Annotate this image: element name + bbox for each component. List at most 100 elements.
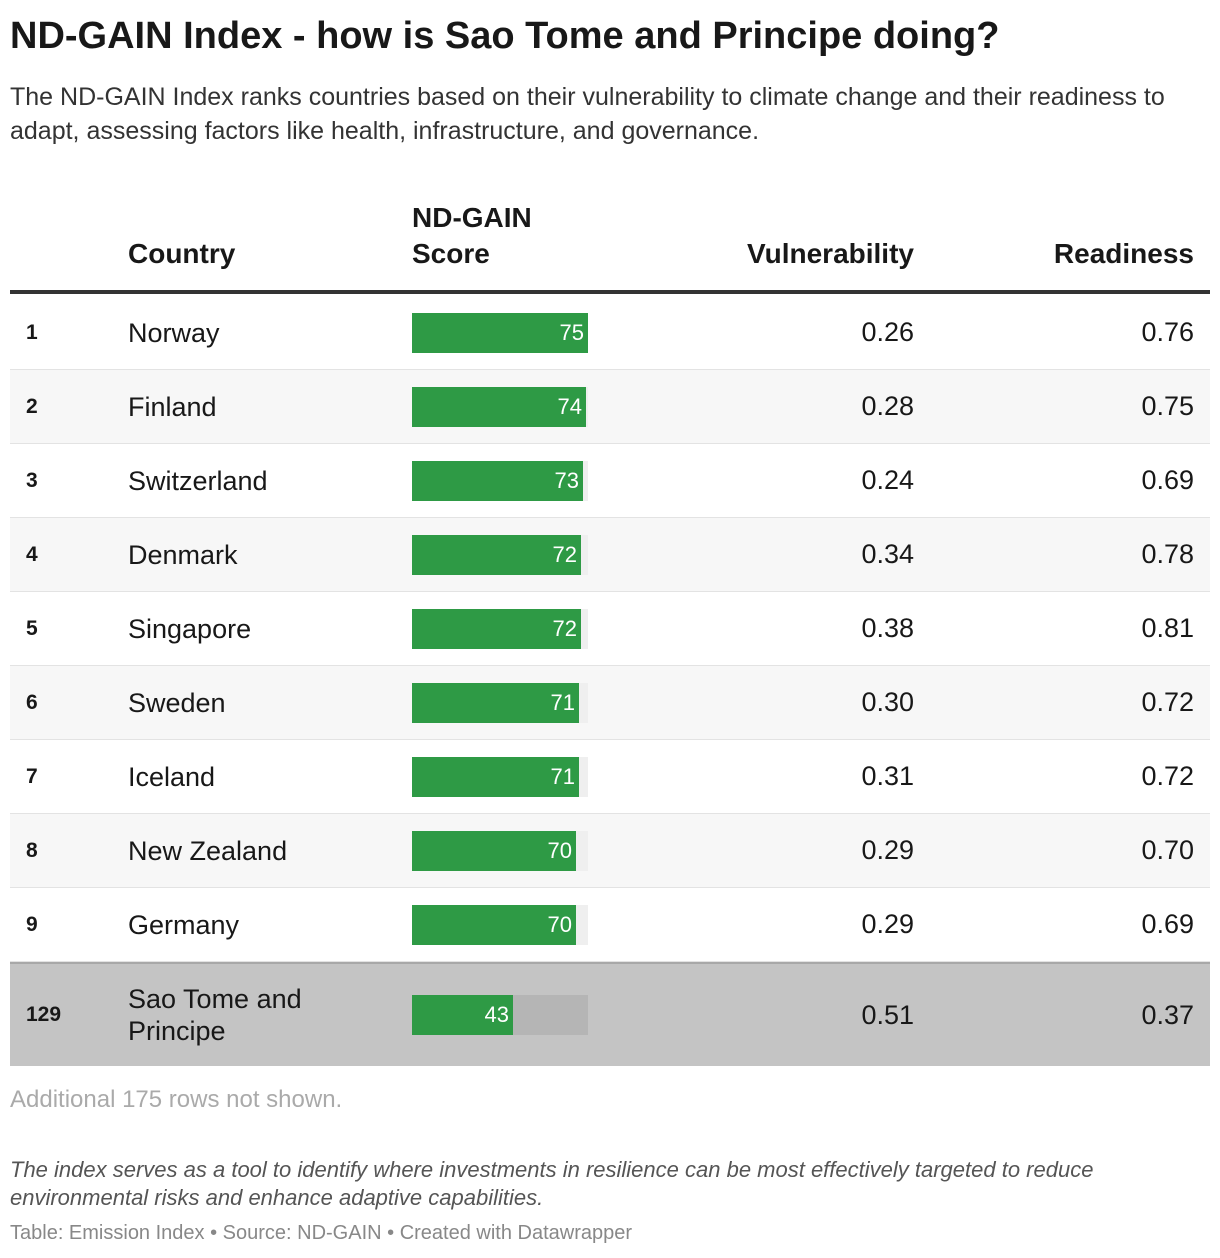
score-bar-track: 70 bbox=[412, 830, 588, 871]
score-bar-track: 73 bbox=[412, 460, 588, 501]
readiness-cell: 0.78 bbox=[1141, 539, 1194, 569]
readiness-cell: 0.75 bbox=[1141, 391, 1194, 421]
readiness-cell: 0.72 bbox=[1141, 687, 1194, 717]
table-header: Country ND-GAIN Score Vulnerability Read… bbox=[10, 190, 1210, 294]
vulnerability-cell: 0.26 bbox=[861, 317, 914, 347]
country-cell: Sao Tome and Principe bbox=[128, 984, 302, 1046]
column-header-readiness[interactable]: Readiness bbox=[1053, 238, 1194, 269]
rank-cell: 1 bbox=[26, 320, 38, 344]
readiness-cell: 0.69 bbox=[1141, 909, 1194, 939]
rank-cell: 6 bbox=[26, 690, 38, 714]
table-body: 1 Norway 75 0.26 0.76 2 Finland 74 0.28 0.75 3 Swit… bbox=[10, 296, 1210, 1066]
vulnerability-cell: 0.29 bbox=[861, 909, 914, 939]
vulnerability-cell: 0.28 bbox=[861, 391, 914, 421]
rank-cell: 2 bbox=[26, 394, 38, 418]
readiness-cell: 0.37 bbox=[1141, 999, 1194, 1030]
score-label: 73 bbox=[554, 467, 579, 493]
vulnerability-cell: 0.31 bbox=[861, 761, 914, 791]
score-bar-cell: 70 bbox=[412, 814, 588, 887]
rank-cell: 9 bbox=[26, 912, 38, 936]
score-bar-track: 72 bbox=[412, 534, 588, 575]
score-label: 75 bbox=[559, 319, 584, 345]
table-row: 6 Sweden 71 0.30 0.72 bbox=[10, 666, 1210, 740]
score-label: 43 bbox=[484, 1002, 509, 1027]
score-label: 70 bbox=[547, 911, 572, 937]
country-cell: Denmark bbox=[128, 539, 238, 570]
score-bar-cell: 71 bbox=[412, 740, 588, 813]
table-row: 2 Finland 74 0.28 0.75 bbox=[10, 370, 1210, 444]
vulnerability-cell: 0.29 bbox=[861, 835, 914, 865]
score-bar bbox=[412, 830, 576, 871]
vulnerability-cell: 0.38 bbox=[861, 613, 914, 643]
column-header-score-line1: ND-GAIN bbox=[412, 202, 532, 233]
column-header-country[interactable]: Country bbox=[128, 238, 236, 269]
score-bar bbox=[412, 460, 583, 501]
score-bar-cell: 72 bbox=[412, 592, 588, 665]
score-bar-track: 74 bbox=[412, 386, 588, 427]
score-bar-track: 71 bbox=[412, 756, 588, 797]
column-header-score-line2: Score bbox=[412, 238, 490, 269]
score-label: 72 bbox=[552, 615, 577, 641]
rank-cell: 3 bbox=[26, 468, 38, 492]
vulnerability-cell: 0.51 bbox=[861, 999, 914, 1030]
score-bar-cell: 43 bbox=[412, 964, 588, 1066]
description-note: The index serves as a tool to identify w… bbox=[10, 1157, 1094, 1210]
score-bar bbox=[412, 682, 579, 723]
country-cell: Norway bbox=[128, 317, 220, 348]
score-bar-cell: 70 bbox=[412, 888, 588, 961]
score-bar bbox=[412, 312, 588, 353]
readiness-cell: 0.76 bbox=[1141, 317, 1194, 347]
rank-cell: 8 bbox=[26, 838, 38, 862]
vulnerability-cell: 0.24 bbox=[861, 465, 914, 495]
score-bar-track: 71 bbox=[412, 682, 588, 723]
table-row-highlighted: 129 Sao Tome and Principe 43 0.51 0.37 bbox=[10, 962, 1210, 1066]
score-label: 70 bbox=[547, 837, 572, 863]
score-bar-cell: 72 bbox=[412, 518, 588, 591]
chart-title: ND-GAIN Index - how is Sao Tome and Prin… bbox=[10, 15, 1000, 57]
country-cell: Iceland bbox=[128, 761, 216, 792]
score-bar-track: 43 bbox=[412, 995, 588, 1035]
score-bar bbox=[412, 608, 581, 649]
rank-cell: 129 bbox=[26, 1003, 62, 1026]
chart-subtitle: The ND-GAIN Index ranks countries based … bbox=[10, 83, 1165, 145]
score-bar bbox=[412, 534, 581, 575]
country-cell: Germany bbox=[128, 909, 240, 940]
vulnerability-cell: 0.34 bbox=[861, 539, 914, 569]
table-row: 9 Germany 70 0.29 0.69 bbox=[10, 888, 1210, 962]
score-bar-cell: 74 bbox=[412, 370, 588, 443]
rank-cell: 5 bbox=[26, 616, 38, 640]
score-bar-track: 72 bbox=[412, 608, 588, 649]
rank-cell: 7 bbox=[26, 764, 38, 788]
table-row: 1 Norway 75 0.26 0.76 bbox=[10, 296, 1210, 370]
score-bar-cell: 73 bbox=[412, 444, 588, 517]
score-bar bbox=[412, 995, 513, 1035]
score-bar-cell: 71 bbox=[412, 666, 588, 739]
score-label: 72 bbox=[552, 541, 577, 567]
country-cell: Finland bbox=[128, 391, 217, 422]
country-cell: Sweden bbox=[128, 687, 226, 718]
readiness-cell: 0.72 bbox=[1141, 761, 1194, 791]
score-bar bbox=[412, 756, 579, 797]
readiness-cell: 0.69 bbox=[1141, 465, 1194, 495]
score-label: 71 bbox=[550, 763, 575, 789]
score-label: 74 bbox=[557, 393, 582, 419]
rank-cell: 4 bbox=[26, 542, 38, 566]
hidden-rows-note: Additional 175 rows not shown. bbox=[10, 1086, 343, 1113]
table-row: 8 New Zealand 70 0.29 0.70 bbox=[10, 814, 1210, 888]
table-row: 4 Denmark 72 0.34 0.78 bbox=[10, 518, 1210, 592]
readiness-cell: 0.81 bbox=[1141, 613, 1194, 643]
country-cell: Singapore bbox=[128, 613, 252, 644]
score-label: 71 bbox=[550, 689, 575, 715]
score-bar bbox=[412, 386, 586, 427]
table-row: 5 Singapore 72 0.38 0.81 bbox=[10, 592, 1210, 666]
score-bar-track: 70 bbox=[412, 904, 588, 945]
column-header-vulnerability[interactable]: Vulnerability bbox=[746, 238, 914, 269]
country-cell: Switzerland bbox=[128, 465, 268, 496]
readiness-cell: 0.70 bbox=[1141, 835, 1194, 865]
vulnerability-cell: 0.30 bbox=[861, 687, 914, 717]
score-bar-track: 75 bbox=[412, 312, 588, 353]
score-bar bbox=[412, 904, 576, 945]
score-bar-cell: 75 bbox=[412, 296, 588, 369]
column-header-score[interactable]: ND-GAIN Score bbox=[412, 200, 592, 272]
table-row: 7 Iceland 71 0.31 0.72 bbox=[10, 740, 1210, 814]
